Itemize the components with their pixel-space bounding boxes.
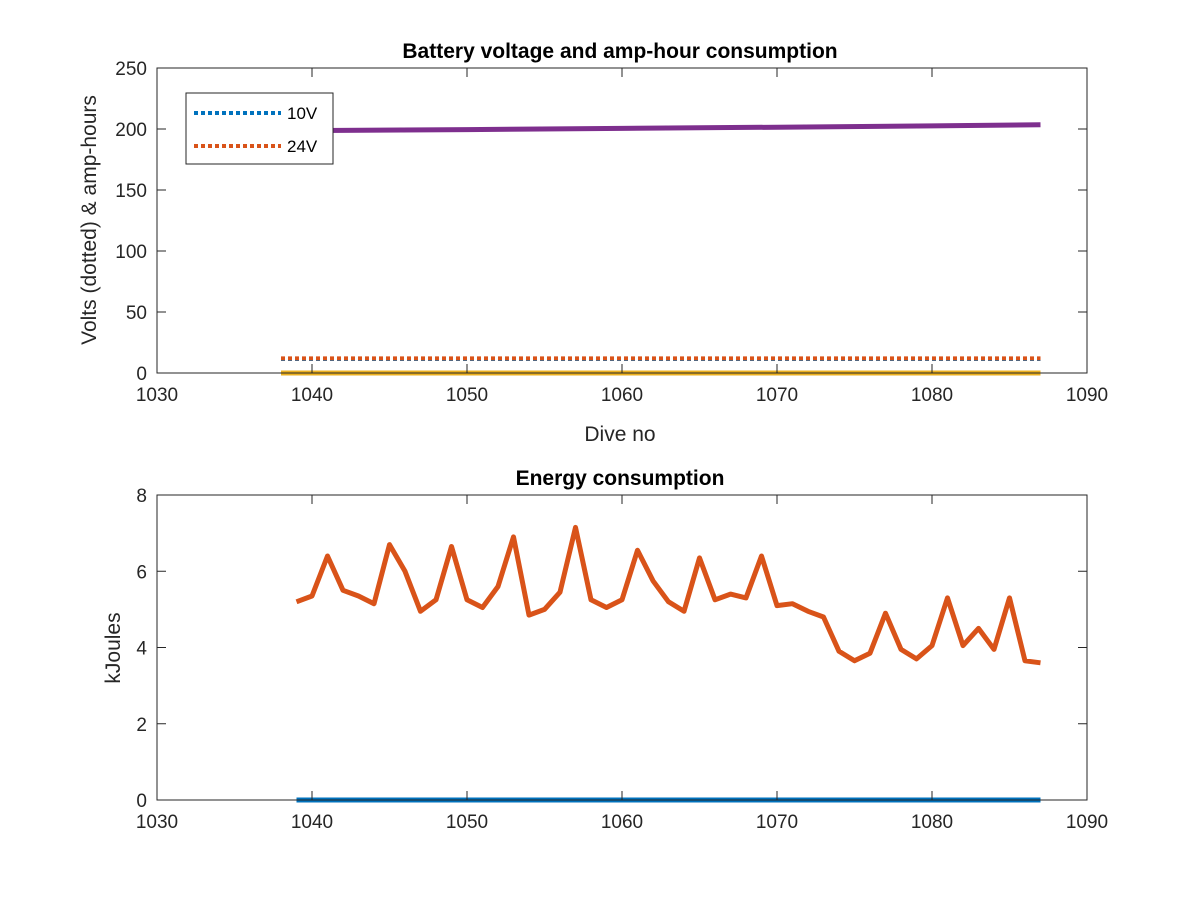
battery-y-tick-label: 100	[115, 242, 147, 263]
energy-x-tick-label: 1050	[446, 812, 488, 833]
battery-legend: 10V 24V	[185, 92, 334, 165]
energy-x-tick-label: 1060	[601, 812, 643, 833]
energy-y-tick-label: 8	[136, 486, 147, 507]
battery-subplot: Battery voltage and amp-hour consumption…	[78, 40, 1108, 446]
legend-label-24v: 24V	[287, 137, 318, 156]
battery-series-line-3	[280, 122, 1041, 134]
battery-chart-title: Battery voltage and amp-hour consumption	[402, 40, 837, 63]
energy-chart-title: Energy consumption	[516, 467, 725, 490]
battery-x-tick-label: 1040	[291, 385, 333, 406]
energy-y-tick-label: 4	[136, 639, 147, 660]
energy-y-tick-label: 0	[136, 791, 147, 812]
energy-x-tick-label: 1090	[1066, 812, 1108, 833]
energy-x-tick-label: 1030	[136, 812, 178, 833]
battery-y-tick-label: 50	[126, 303, 147, 324]
battery-x-axis-label: Dive no	[584, 423, 655, 446]
energy-y-tick-label: 6	[136, 562, 147, 583]
battery-y-tick-label: 200	[115, 120, 147, 141]
battery-x-tick-label: 1070	[756, 385, 798, 406]
energy-y-tick-label: 2	[136, 715, 147, 736]
battery-axis-ticks: 1030 1040 1050 1060 1070 1080 1090 0 50 100 150 200…	[115, 59, 1108, 406]
energy-y-axis-label: kJoules	[102, 612, 125, 683]
energy-subplot: Energy consumption 1030 1040 1050 1060 1070 1…	[102, 467, 1108, 833]
legend-label-10v: 10V	[287, 104, 318, 123]
battery-x-tick-label: 1090	[1066, 385, 1108, 406]
energy-x-tick-label: 1070	[756, 812, 798, 833]
legend-box	[185, 92, 334, 165]
battery-x-tick-label: 1050	[446, 385, 488, 406]
battery-y-tick-label: 0	[136, 364, 147, 385]
energy-axis-ticks: 1030 1040 1050 1060 1070 1080 1090 0 2 4 6 8	[136, 486, 1108, 833]
energy-x-tick-label: 1040	[291, 812, 333, 833]
battery-x-tick-label: 1060	[601, 385, 643, 406]
battery-y-tick-label: 150	[115, 181, 147, 202]
battery-x-tick-label: 1030	[136, 385, 178, 406]
energy-x-tick-label: 1080	[911, 812, 953, 833]
battery-y-axis-label: Volts (dotted) & amp-hours	[78, 95, 101, 345]
battery-y-tick-label: 250	[115, 59, 147, 80]
energy-series-line-1	[295, 524, 1041, 666]
battery-x-tick-label: 1080	[911, 385, 953, 406]
